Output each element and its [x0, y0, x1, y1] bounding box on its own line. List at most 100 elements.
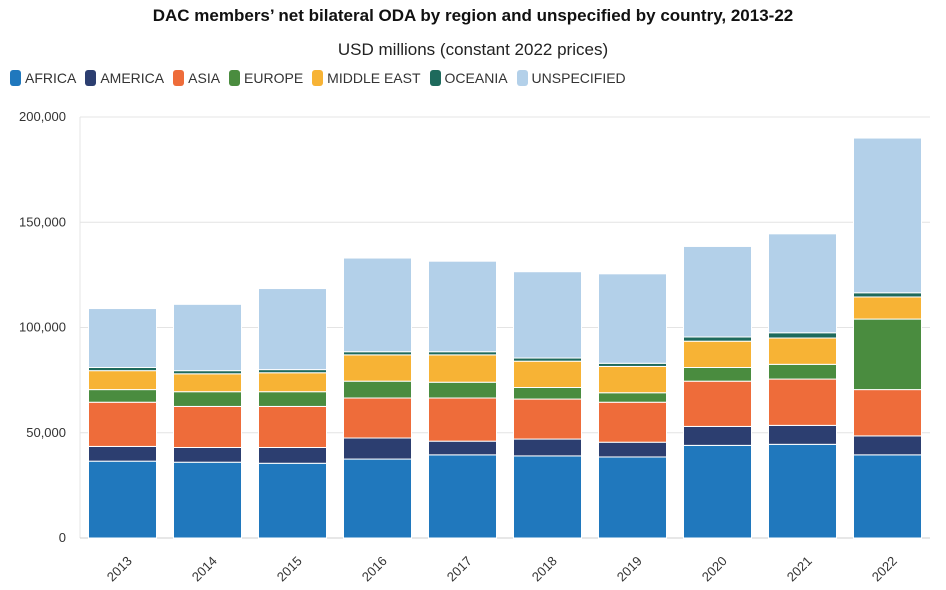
- bar-segment[interactable]: [768, 443, 837, 539]
- x-tick-label: 2016: [359, 553, 390, 584]
- legend-item[interactable]: AMERICA: [85, 70, 164, 86]
- legend-label: MIDDLE EAST: [327, 70, 421, 86]
- bar-segment[interactable]: [683, 245, 752, 338]
- bar-segment[interactable]: [598, 365, 667, 394]
- bar-segment[interactable]: [683, 336, 752, 342]
- bar-segment[interactable]: [428, 397, 497, 442]
- bar-segment[interactable]: [768, 233, 837, 334]
- legend-swatch: [429, 70, 441, 86]
- bar-segment[interactable]: [428, 381, 497, 399]
- bar-segment[interactable]: [768, 363, 837, 380]
- x-tick-label: 2021: [784, 553, 815, 584]
- x-tick-label: 2022: [869, 553, 900, 584]
- bar-segment[interactable]: [853, 137, 922, 294]
- bar-segment[interactable]: [88, 460, 157, 539]
- bar-segment[interactable]: [88, 401, 157, 447]
- bar-segment[interactable]: [343, 257, 412, 353]
- x-tick-label: 2019: [614, 553, 645, 584]
- bar-segment[interactable]: [258, 446, 327, 464]
- bar-segment[interactable]: [513, 438, 582, 457]
- legend-label: EUROPE: [244, 70, 304, 86]
- bar-segment[interactable]: [343, 397, 412, 439]
- bar-segment[interactable]: [258, 288, 327, 371]
- bar-segment[interactable]: [173, 446, 242, 463]
- bar-segment[interactable]: [173, 303, 242, 372]
- legend-swatch: [173, 70, 185, 86]
- bar-segment[interactable]: [343, 380, 412, 399]
- legend-swatch: [85, 70, 97, 86]
- legend-swatch: [10, 70, 21, 86]
- bar-segment[interactable]: [598, 441, 667, 458]
- legend-swatch: [312, 70, 324, 86]
- bar-segment[interactable]: [88, 308, 157, 368]
- bar-segment[interactable]: [343, 437, 412, 460]
- bar-segment[interactable]: [683, 444, 752, 539]
- bar-segment[interactable]: [258, 405, 327, 448]
- legend-label: AFRICA: [25, 70, 77, 86]
- bar-segment[interactable]: [258, 372, 327, 393]
- bar-segment[interactable]: [598, 401, 667, 443]
- bar-segment[interactable]: [513, 386, 582, 400]
- bar-segment[interactable]: [683, 425, 752, 446]
- legend-label: ASIA: [188, 70, 221, 86]
- bar-segment[interactable]: [428, 440, 497, 456]
- bar-segment[interactable]: [258, 462, 327, 539]
- bar-segment[interactable]: [853, 435, 922, 456]
- bar-segment[interactable]: [173, 405, 242, 448]
- legend-item[interactable]: OCEANIA: [429, 70, 508, 86]
- legend-swatch: [516, 70, 528, 86]
- legend-item[interactable]: ASIA: [173, 70, 220, 86]
- bar-segment[interactable]: [88, 370, 157, 391]
- x-tick-label: 2013: [104, 553, 135, 584]
- bar-segment[interactable]: [513, 271, 582, 359]
- bar-segment[interactable]: [768, 424, 837, 445]
- bar-segment[interactable]: [853, 454, 922, 539]
- legend-item[interactable]: EUROPE: [229, 70, 303, 86]
- chart-subtitle: USD millions (constant 2022 prices): [337, 40, 609, 59]
- y-tick-label: 0: [59, 530, 66, 545]
- bar-segment[interactable]: [853, 318, 922, 391]
- bar-segment[interactable]: [768, 378, 837, 426]
- bar-segment[interactable]: [258, 391, 327, 407]
- chart-title: DAC members’ net bilateral ODA by region…: [152, 6, 794, 25]
- bar-segment[interactable]: [173, 373, 242, 393]
- bar-segment[interactable]: [768, 332, 837, 339]
- bar-segment[interactable]: [683, 340, 752, 368]
- legend-item[interactable]: AFRICA: [10, 70, 76, 86]
- bar-segment[interactable]: [683, 380, 752, 427]
- bar-segment[interactable]: [88, 445, 157, 462]
- bar-segment[interactable]: [428, 454, 497, 539]
- bar-segment[interactable]: [768, 337, 837, 365]
- bar-segment[interactable]: [853, 292, 922, 298]
- bar-segment[interactable]: [853, 296, 922, 320]
- bar-segment[interactable]: [343, 354, 412, 382]
- bar-segment[interactable]: [173, 461, 242, 539]
- bar-segment[interactable]: [428, 354, 497, 383]
- x-tick-label: 2015: [274, 553, 305, 584]
- bar-segment[interactable]: [513, 398, 582, 440]
- bar-segment[interactable]: [598, 392, 667, 403]
- legend-label: AMERICA: [100, 70, 165, 86]
- bar-segment[interactable]: [343, 458, 412, 539]
- bar-segment[interactable]: [513, 360, 582, 388]
- legend-swatch: [229, 70, 241, 86]
- x-tick-label: 2014: [189, 553, 220, 584]
- legend-item[interactable]: UNSPECIFIED: [516, 70, 626, 86]
- legend-item[interactable]: MIDDLE EAST: [312, 70, 421, 86]
- legend-label: UNSPECIFIED: [531, 70, 626, 86]
- chart-legend: AFRICA AMERICA ASIA EUROPE MIDDLE EAST OCEANI…: [10, 70, 635, 86]
- bar-segment[interactable]: [598, 456, 667, 539]
- bar-segment[interactable]: [683, 366, 752, 382]
- y-tick-label: 200,000: [19, 109, 66, 124]
- x-tick-label: 2020: [699, 553, 730, 584]
- legend-label: OCEANIA: [444, 70, 508, 86]
- bar-segment[interactable]: [598, 273, 667, 364]
- bar-segment[interactable]: [173, 391, 242, 407]
- y-tick-label: 100,000: [19, 320, 66, 335]
- bar-segment[interactable]: [88, 389, 157, 403]
- bar-segment[interactable]: [428, 260, 497, 353]
- x-tick-label: 2018: [529, 553, 560, 584]
- bar-segment[interactable]: [513, 455, 582, 539]
- bar-segment[interactable]: [853, 389, 922, 437]
